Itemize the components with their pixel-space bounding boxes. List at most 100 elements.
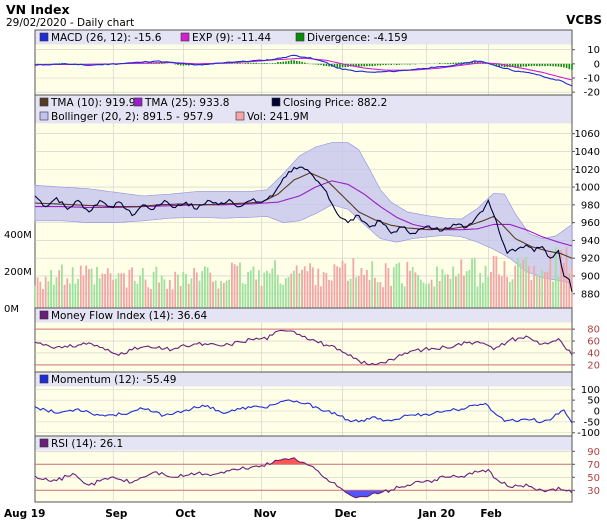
volume-bar [347,280,349,308]
volume-bar [530,279,533,308]
volume-bar [349,278,352,308]
closing-price-line [34,166,573,292]
volume-bar [552,281,554,308]
volume-bar [117,273,120,308]
volume-bar [379,282,382,308]
volume-bar [190,278,193,308]
chart-subtitle: 29/02/2020 - Daily chart [6,17,134,29]
volume-bar [495,256,498,308]
x-axis-tick-label: Sep [105,508,128,520]
volume-bar [160,275,163,308]
volume-bar [266,270,268,308]
volume-bar [484,265,487,308]
volume-bar [112,279,115,308]
volume-bar [179,285,182,308]
volume-bar [106,268,109,308]
volume-bar [128,269,131,308]
volume-bar [290,273,293,308]
volume-bar [487,277,490,308]
volume-bar [260,285,263,308]
volume-bar [476,286,479,308]
volume-bar [66,278,69,308]
volume-bar [430,279,433,308]
volume-bar [50,270,52,308]
volume-bar [508,281,511,308]
volume-bar [185,274,187,308]
volume-bar [363,274,366,308]
volume-bar [60,264,63,308]
price-panel: 1060 1040 1020 1000 980 960 940 920 900 880 400M 20… [4,94,600,315]
price-legend-swatch [235,111,245,121]
volume-bar [82,275,85,308]
macd-legend-label: MACD (26, 12): -15.6 [51,32,162,44]
volume-bar [517,257,519,308]
volume-bar [198,280,201,308]
volume-bar [392,267,395,308]
volume-bar [422,282,425,308]
volume-bar [387,268,390,308]
price-legend-background [35,95,572,124]
macd-legend-swatch [180,32,190,42]
price-legend-swatch [39,111,49,121]
volume-bar [341,260,344,308]
price-y-tick-label: 1060 [575,129,600,140]
volume-bar [344,263,347,308]
volume-bar [225,280,228,308]
volume-bar [206,267,209,308]
rsi-legend-label: RSI (14): 26.1 [51,438,123,450]
volume-bar [325,273,328,308]
volume-bar [241,283,244,308]
mfi-legend-background [35,308,572,323]
volume-bar [427,283,430,308]
volume-bar [406,261,409,308]
volume-bar [479,273,482,308]
macd-legend-swatch [295,32,305,42]
price-y-tick-label: 920 [581,254,600,265]
x-axis-tick-label: Jan 20 [417,508,455,520]
volume-bar [228,279,231,308]
volume-bar [295,265,298,308]
rsi-y-tick-label: 70 [587,460,600,471]
volume-bar [123,273,125,308]
rsi-y-tick-label: 90 [587,447,600,458]
volume-bar [390,285,393,308]
momentum-legend-label: Momentum (12): -55.49 [51,374,176,386]
volume-bar [144,279,147,308]
volume-bar [96,266,98,308]
macd-panel: 10 0 -10 -20 MACD (26, 12): -15.6 EXP (9): -1… [34,29,600,99]
volume-bar [214,280,217,308]
volume-tick-label: 400M [4,230,32,241]
volume-bar [433,286,436,308]
chart-source: VCBS [566,13,602,27]
volume-bar [120,273,123,308]
mfi-line [34,329,573,366]
chart-title: VN Index [6,2,70,17]
volume-bar [101,273,104,308]
volume-bar [382,287,384,308]
volume-bar [47,281,50,308]
volume-bar [519,263,522,308]
volume-bar [77,278,79,308]
volume-bar [255,279,258,308]
volume-bar [247,271,249,308]
volume-bar [195,272,198,308]
macd-y-tick-label: -20 [584,88,600,99]
tma25-line [35,180,573,247]
volume-bar [158,282,160,308]
macd-legend-label: Divergence: -4.159 [307,32,408,44]
volume-bar [42,289,44,308]
volume-bar [244,284,247,308]
price-y-tick-label: 1020 [575,165,600,176]
price-y-tick-label: 900 [581,271,600,282]
volume-bar [104,274,106,308]
volume-bar [58,270,61,308]
volume-bar [303,266,306,308]
price-y-tick-label: 960 [581,218,600,229]
volume-bar [152,271,155,308]
volume-bar [514,265,517,308]
volume-bar [87,269,90,308]
volume-bar [171,289,174,308]
volume-bar [114,278,117,308]
volume-bar [492,255,495,308]
